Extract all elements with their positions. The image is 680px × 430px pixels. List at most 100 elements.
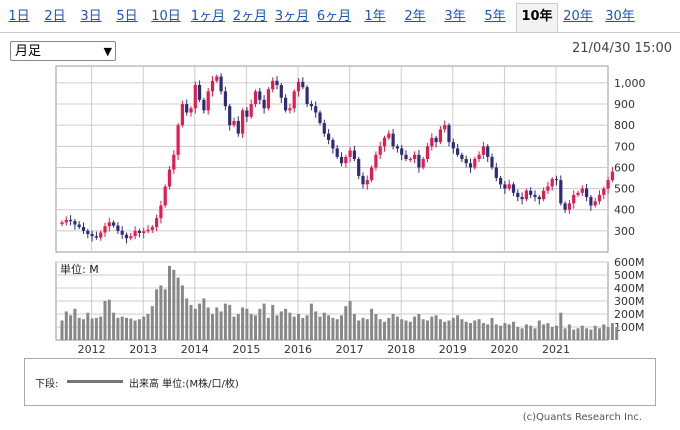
candle-body (103, 226, 107, 233)
candle-body (155, 218, 159, 228)
candle-body (124, 234, 129, 239)
volume-bar (284, 308, 288, 340)
volume-bar (331, 317, 335, 340)
tab-10[interactable]: 1年 (364, 9, 386, 24)
volume-bar (86, 312, 90, 340)
volume-bar (499, 325, 503, 340)
candle-body (554, 179, 559, 181)
volume-bar (374, 314, 378, 340)
candle-body (430, 137, 434, 147)
candle-body (370, 167, 374, 181)
candle-body (180, 104, 184, 126)
volume-bar (125, 317, 128, 340)
volume-bar (206, 307, 210, 340)
candle-body (348, 150, 352, 157)
price-tick-label: 800 (614, 119, 635, 132)
candle-period-select[interactable]: 月足 ▼ (10, 41, 116, 61)
volume-bar (542, 324, 546, 340)
tab-14[interactable]: 10年 (516, 3, 558, 33)
candle-body (473, 159, 477, 168)
candle-body (593, 201, 597, 206)
candle-body (137, 230, 141, 233)
candle-body (116, 225, 120, 231)
tab-7[interactable]: 2ヶ月 (232, 9, 268, 24)
x-tick-label: 2021 (542, 343, 570, 356)
tab-15[interactable]: 20年 (563, 9, 593, 24)
volume-bar (297, 314, 300, 340)
candle-body (529, 190, 533, 195)
candle-body (567, 203, 571, 210)
candle-body (266, 89, 270, 109)
tab-4[interactable]: 5日 (116, 9, 138, 24)
candle-body (537, 197, 541, 200)
tab-11[interactable]: 2年 (404, 9, 426, 24)
volume-tick-label: 200M (614, 308, 645, 321)
volume-bar (348, 301, 352, 340)
candle-body (176, 125, 180, 155)
volume-bar (103, 301, 107, 340)
volume-bar (211, 314, 214, 340)
tab-9[interactable]: 6ヶ月 (316, 9, 352, 24)
tab-5[interactable]: 10日 (151, 9, 181, 24)
volume-bar (305, 315, 309, 340)
volume-bar (69, 315, 73, 340)
volume-bar (434, 315, 438, 340)
volume-bar (241, 307, 245, 340)
volume-bar (82, 319, 85, 340)
volume-bar (73, 308, 77, 340)
copyright: (c)Quants Research Inc. (522, 412, 642, 423)
candle-body (331, 139, 335, 149)
volume-bar (262, 303, 266, 340)
volume-bar (555, 325, 558, 340)
candle-body (533, 194, 537, 198)
tab-1[interactable]: 1日 (8, 9, 30, 24)
volume-bar (228, 304, 232, 340)
tab-8[interactable]: 3ヶ月 (274, 9, 310, 24)
candle-body (499, 178, 503, 185)
candle-body (271, 80, 275, 90)
candle-body (185, 104, 189, 113)
candle-body (94, 236, 98, 238)
volume-bar (477, 319, 481, 340)
candle-body (210, 80, 215, 92)
candle-body (258, 91, 262, 100)
candle-body (602, 188, 606, 195)
volume-unit-label: 単位: M (60, 262, 99, 276)
volume-bar (533, 328, 537, 340)
candle-body (107, 222, 111, 227)
candle-body (81, 227, 86, 231)
legend-volume-text: 出来高 単位:(M株/口/枚) (129, 379, 239, 390)
volume-bar (516, 327, 520, 340)
volume-bar (447, 320, 451, 340)
volume-bar (223, 303, 227, 340)
volume-bar (357, 320, 361, 340)
tab-2[interactable]: 2日 (44, 9, 66, 24)
volume-bar (275, 315, 279, 340)
volume-bar (610, 323, 614, 340)
volume-bar (400, 319, 404, 340)
tab-12[interactable]: 3年 (444, 9, 466, 24)
tab-6[interactable]: 1ヶ月 (190, 9, 226, 24)
volume-bar (288, 312, 292, 340)
tab-3[interactable]: 3日 (80, 9, 102, 24)
candle-body (404, 154, 408, 159)
volume-bar (189, 304, 193, 340)
volume-bar (580, 325, 584, 340)
volume-bar (602, 324, 606, 340)
tab-13[interactable]: 5年 (484, 9, 506, 24)
price-tick-label: 600 (614, 161, 635, 174)
volume-bar (426, 320, 429, 340)
price-tick-label: 300 (614, 225, 635, 238)
volume-bar (494, 324, 498, 340)
volume-bar (271, 304, 275, 340)
volume-bar (163, 289, 167, 340)
x-tick-label: 2015 (232, 343, 260, 356)
volume-bar (129, 318, 133, 340)
candle-body (468, 163, 473, 168)
tab-16[interactable]: 30年 (605, 9, 635, 24)
candle-body (447, 125, 451, 143)
volume-bar (159, 285, 163, 340)
volume-bar (249, 314, 253, 340)
volume-bar (245, 308, 249, 340)
candle-body (202, 99, 206, 111)
